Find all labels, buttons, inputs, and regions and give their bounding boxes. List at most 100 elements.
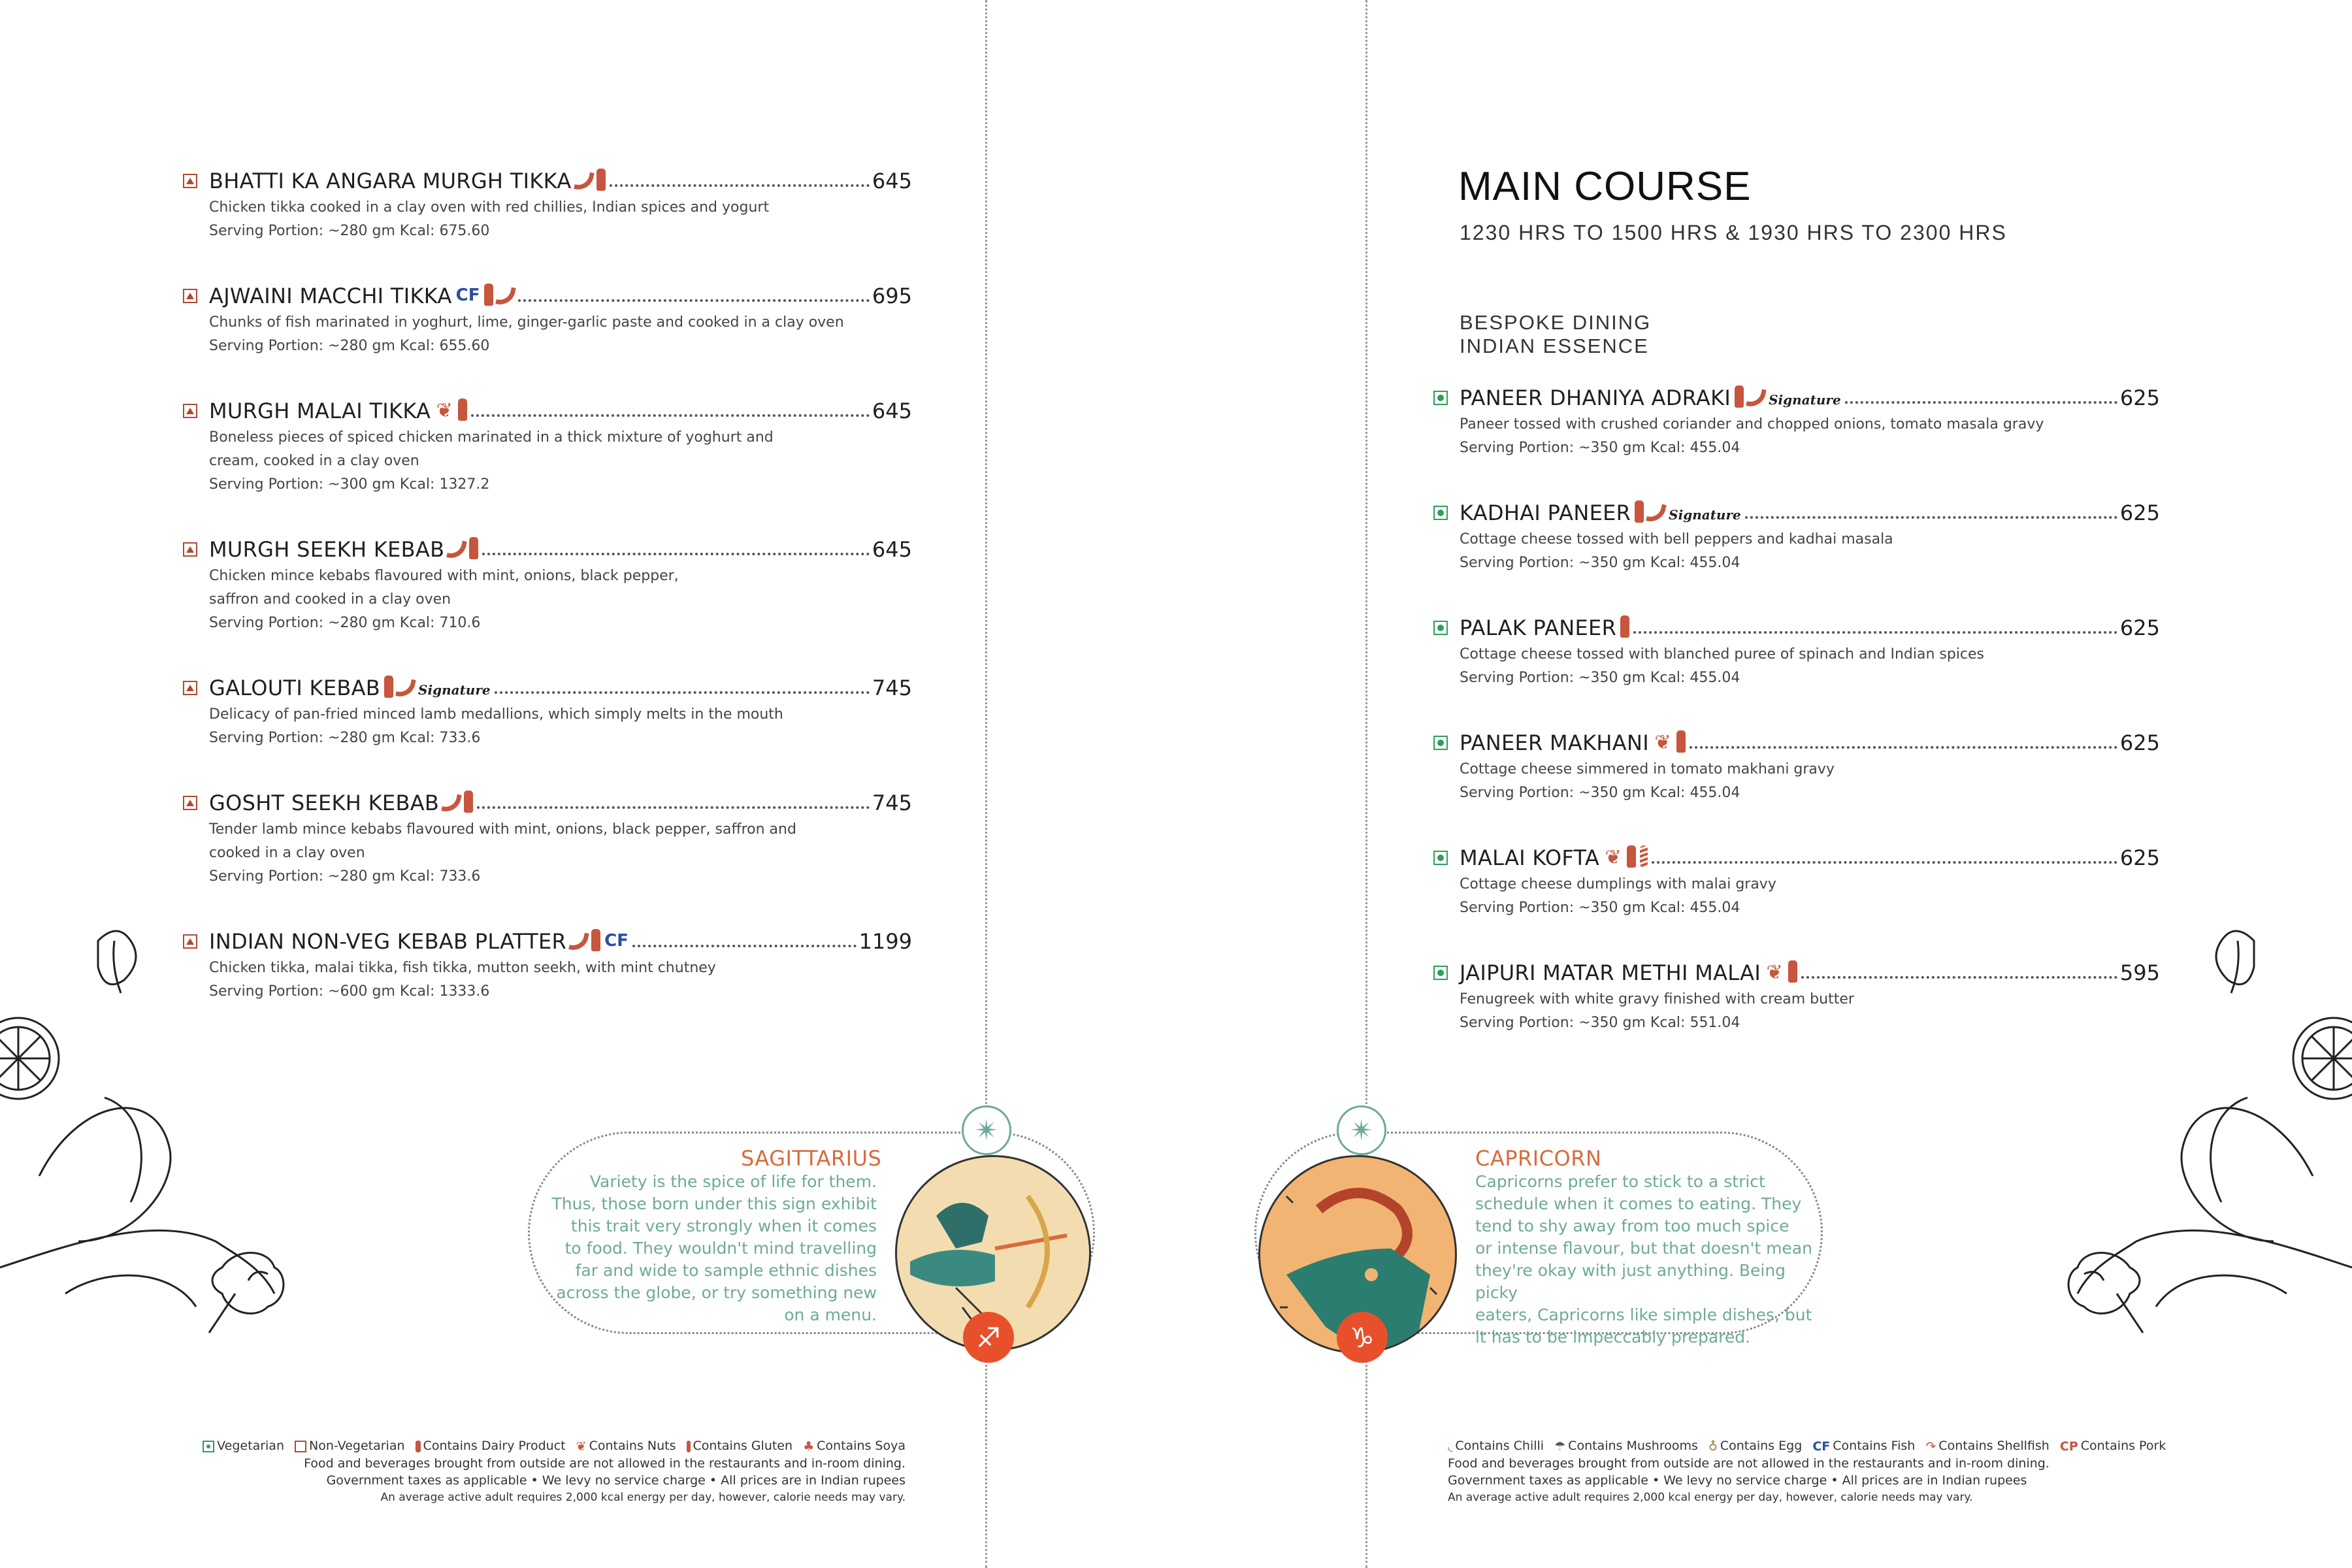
chilli-icon (446, 538, 468, 561)
allergen-icons: CF (456, 284, 516, 308)
item-description: Tender lamb mince kebabs flavoured with … (209, 821, 796, 838)
item-price: 625 (2119, 615, 2160, 640)
menu-item: BHATTI KA ANGARA MURGH TIKKA 645 Chicken t… (183, 165, 912, 243)
fish-icon: CF (1812, 1439, 1831, 1454)
zodiac-text-line: or intense flavour, but that doesn't mea… (1475, 1239, 1812, 1258)
item-serving: Serving Portion: ~300 gm Kcal: 1327.2 (209, 476, 490, 493)
allergen-icons: ❦ (434, 399, 468, 421)
item-serving: Serving Portion: ~280 gm Kcal: 710.6 (209, 615, 481, 631)
allergen-icons: ❦ (1653, 730, 1686, 753)
item-serving: Serving Portion: ~350 gm Kcal: 455.04 (1460, 555, 1740, 571)
legend-vegetarian: Vegetarian (217, 1439, 284, 1453)
chilli-icon (495, 284, 516, 308)
sagittarius-glyph-badge: ♐ (963, 1312, 1014, 1363)
dot-leader (482, 553, 870, 555)
allergen-icons (1735, 385, 1767, 410)
legend-left-note-2: Government taxes as applicable • We levy… (326, 1473, 906, 1488)
nuts-icon: ❦ (1766, 961, 1783, 984)
zodiac-text-line: to food. They wouldn't mind travelling (564, 1239, 877, 1258)
zodiac-text-line: across the globe, or try something new (556, 1283, 877, 1302)
menu-item: AJWAINI MACCHI TIKKA CF 695 Chunks of fish … (183, 280, 912, 358)
item-price: 645 (872, 537, 912, 562)
dairy-icon (384, 676, 394, 698)
dot-leader (494, 691, 870, 694)
legend-right-note-2: Government taxes as applicable • We levy… (1448, 1473, 2027, 1488)
item-description: Boneless pieces of spiced chicken marina… (209, 429, 774, 446)
fish-icon: CF (604, 931, 629, 951)
dot-leader (609, 184, 870, 187)
item-serving: Serving Portion: ~350 gm Kcal: 455.04 (1460, 440, 1740, 456)
dairy-icon (1676, 730, 1686, 753)
signature-badge: Signature (418, 682, 491, 698)
item-price: 625 (2119, 845, 2160, 870)
item-serving: Serving Portion: ~600 gm Kcal: 1333.6 (209, 983, 490, 1000)
item-description: cooked in a clay oven (209, 845, 365, 861)
dot-leader (1652, 861, 2117, 864)
veg-mark-icon (1433, 391, 1448, 405)
item-name: PANEER MAKHANI (1460, 730, 1649, 755)
legend-mushrooms: Contains Mushrooms (1568, 1439, 1698, 1453)
item-serving: Serving Portion: ~280 gm Kcal: 733.6 (209, 730, 481, 746)
nonveg-mark-icon (183, 796, 197, 810)
egg-icon: ♁ (1708, 1439, 1718, 1454)
dairy-icon (1735, 385, 1744, 408)
item-name: MURGH MALAI TIKKA (209, 399, 431, 423)
item-description: Chicken mince kebabs flavoured with mint… (209, 568, 679, 584)
dot-leader (1633, 631, 2117, 634)
nonveg-mark-icon (183, 934, 197, 949)
legend-dairy: Contains Dairy Product (423, 1439, 566, 1453)
legend-chilli: Contains Chilli (1455, 1439, 1544, 1453)
legend-shellfish: Contains Shellfish (1938, 1439, 2050, 1453)
dairy-icon (1627, 845, 1637, 868)
item-description: Cottage cheese tossed with blanched pure… (1460, 646, 1985, 662)
fold-line-right (1365, 0, 1367, 1568)
item-price: 625 (2119, 385, 2160, 410)
vegetable-illustration-left (0, 930, 285, 1333)
nonveg-mark-icon (183, 174, 197, 188)
item-price: 625 (2119, 730, 2160, 755)
item-serving: Serving Portion: ~350 gm Kcal: 455.04 (1460, 785, 1740, 801)
nuts-icon: ❦ (576, 1439, 587, 1454)
allergen-icons (384, 676, 416, 700)
dot-leader (1744, 516, 2117, 519)
menu-item: MURGH MALAI TIKKA ❦ 645 Boneless pieces of … (183, 395, 912, 497)
sagittarius-star-badge: ✴ (962, 1105, 1011, 1155)
item-serving: Serving Portion: ~280 gm Kcal: 675.60 (209, 223, 490, 239)
zodiac-text-line: on a menu. (784, 1305, 877, 1324)
pork-icon: CP (2059, 1439, 2078, 1454)
nonveg-mark-icon (183, 542, 197, 557)
dairy-icon (458, 399, 468, 421)
zodiac-text-line: eaters, Capricorns like simple dishes, b… (1475, 1305, 1812, 1324)
menu-item: PANEER MAKHANI ❦ 625 Cottage cheese simmere… (1433, 727, 2160, 805)
allergen-icons: ❦ (1765, 960, 1798, 984)
menu-item: PANEER DHANIYA ADRAKI Signature 625 Paneer … (1433, 382, 2160, 460)
item-name: GOSHT SEEKH KEBAB (209, 791, 440, 815)
sagittarius-title: SAGITTARIUS (741, 1146, 882, 1171)
menu-item: MURGH SEEKH KEBAB 645 Chicken mince kebabs… (183, 533, 912, 635)
item-description: Paneer tossed with crushed coriander and… (1460, 416, 2044, 433)
dairy-icon (596, 169, 606, 191)
legend-soya: Contains Soya (817, 1439, 906, 1453)
nuts-icon: ❦ (1654, 731, 1671, 754)
legend-left-note-1: Food and beverages brought from outside … (304, 1456, 906, 1471)
menu-item: GOSHT SEEKH KEBAB 745 Tender lamb mince ke… (183, 787, 912, 889)
item-serving: Serving Portion: ~350 gm Kcal: 455.04 (1460, 670, 1740, 686)
dairy-icon (1620, 615, 1630, 638)
legend-egg: Contains Egg (1720, 1439, 1803, 1453)
sagittarius-text: Variety is the spice of life for them. Th… (536, 1171, 877, 1326)
allergen-icons: CF (568, 929, 629, 953)
right-menu: PANEER DHANIYA ADRAKI Signature 625 Paneer … (1433, 382, 2160, 1071)
item-name: GALOUTI KEBAB (209, 676, 381, 700)
item-name: PALAK PANEER (1460, 615, 1617, 640)
dot-leader (1801, 976, 2117, 979)
menu-item: JAIPURI MATAR METHI MALAI ❦ 595 Fenugreek w… (1433, 956, 2160, 1035)
allergen-icons (441, 791, 474, 815)
item-description: Chunks of fish marinated in yoghurt, lim… (209, 314, 844, 331)
legend-right: ◟ Contains Chilli ☂ Contains Mushrooms ♁ Co… (1448, 1437, 2232, 1506)
zodiac-text-line: they're okay with just anything. Being p… (1475, 1261, 1786, 1302)
item-price: 645 (872, 399, 912, 423)
legend-nuts: Contains Nuts (589, 1439, 676, 1453)
legend-right-note-3: An average active adult requires 2,000 k… (1448, 1490, 1973, 1504)
item-description: Cottage cheese dumplings with malai grav… (1460, 876, 1776, 892)
dairy-icon (464, 791, 474, 813)
